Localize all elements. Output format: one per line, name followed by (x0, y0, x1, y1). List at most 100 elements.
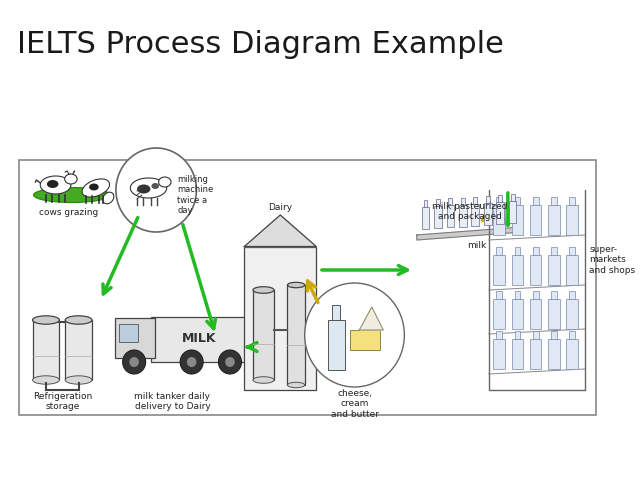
Text: Refrigeration
storage: Refrigeration storage (33, 392, 92, 411)
FancyBboxPatch shape (424, 200, 428, 207)
FancyBboxPatch shape (497, 331, 502, 339)
Ellipse shape (47, 180, 58, 188)
FancyBboxPatch shape (569, 247, 575, 255)
FancyBboxPatch shape (449, 198, 452, 205)
Ellipse shape (40, 176, 71, 194)
Circle shape (116, 148, 196, 232)
Polygon shape (244, 215, 316, 247)
Circle shape (180, 350, 203, 374)
FancyBboxPatch shape (484, 203, 492, 225)
FancyBboxPatch shape (548, 205, 559, 235)
Text: Dairy: Dairy (268, 203, 292, 212)
FancyBboxPatch shape (328, 320, 345, 370)
Text: milk pasteurized
and packaged: milk pasteurized and packaged (432, 202, 508, 221)
Polygon shape (359, 307, 383, 330)
FancyBboxPatch shape (459, 204, 467, 227)
FancyBboxPatch shape (497, 202, 504, 224)
FancyBboxPatch shape (548, 255, 559, 285)
FancyBboxPatch shape (551, 247, 557, 255)
FancyBboxPatch shape (509, 202, 516, 223)
Text: super-
markets
and shops: super- markets and shops (589, 245, 636, 275)
FancyBboxPatch shape (152, 317, 247, 362)
FancyBboxPatch shape (515, 331, 520, 339)
FancyBboxPatch shape (530, 339, 541, 369)
FancyBboxPatch shape (499, 195, 502, 202)
FancyBboxPatch shape (548, 299, 559, 329)
Ellipse shape (137, 184, 150, 193)
FancyBboxPatch shape (532, 247, 538, 255)
Ellipse shape (65, 316, 92, 324)
FancyBboxPatch shape (33, 320, 60, 380)
FancyBboxPatch shape (530, 205, 541, 235)
FancyBboxPatch shape (566, 255, 578, 285)
FancyBboxPatch shape (532, 291, 538, 299)
Circle shape (225, 357, 235, 367)
FancyBboxPatch shape (119, 324, 138, 342)
Ellipse shape (131, 178, 167, 198)
FancyBboxPatch shape (515, 247, 520, 255)
FancyBboxPatch shape (497, 291, 502, 299)
Ellipse shape (103, 192, 114, 204)
FancyBboxPatch shape (551, 291, 557, 299)
FancyBboxPatch shape (512, 299, 523, 329)
FancyBboxPatch shape (349, 330, 380, 350)
Circle shape (187, 357, 196, 367)
FancyBboxPatch shape (566, 205, 578, 235)
Text: IELTS Process Diagram Example: IELTS Process Diagram Example (17, 30, 504, 59)
FancyBboxPatch shape (512, 205, 523, 235)
FancyBboxPatch shape (461, 198, 465, 204)
FancyBboxPatch shape (548, 339, 559, 369)
Ellipse shape (33, 188, 110, 203)
FancyBboxPatch shape (253, 290, 274, 380)
FancyBboxPatch shape (115, 318, 156, 358)
FancyBboxPatch shape (515, 197, 520, 205)
FancyBboxPatch shape (474, 197, 477, 204)
Circle shape (129, 357, 139, 367)
FancyBboxPatch shape (19, 160, 596, 415)
Text: cheese,
cream
and butter: cheese, cream and butter (330, 389, 378, 419)
FancyBboxPatch shape (569, 331, 575, 339)
FancyBboxPatch shape (569, 291, 575, 299)
Ellipse shape (287, 382, 305, 388)
FancyBboxPatch shape (497, 247, 502, 255)
FancyBboxPatch shape (515, 291, 520, 299)
FancyBboxPatch shape (436, 199, 440, 206)
Text: milk tanker daily
delivery to Dairy: milk tanker daily delivery to Dairy (134, 392, 211, 411)
FancyBboxPatch shape (486, 196, 490, 203)
FancyBboxPatch shape (551, 197, 557, 205)
Ellipse shape (159, 177, 171, 187)
Circle shape (305, 283, 404, 387)
Text: MILK: MILK (182, 332, 216, 345)
FancyBboxPatch shape (512, 339, 523, 369)
Ellipse shape (152, 183, 159, 189)
FancyBboxPatch shape (566, 339, 578, 369)
Ellipse shape (253, 377, 274, 384)
Ellipse shape (82, 179, 109, 197)
FancyBboxPatch shape (551, 331, 557, 339)
Text: milk: milk (467, 240, 486, 250)
FancyBboxPatch shape (493, 299, 505, 329)
FancyBboxPatch shape (333, 305, 340, 320)
FancyBboxPatch shape (530, 299, 541, 329)
FancyBboxPatch shape (493, 255, 505, 285)
FancyBboxPatch shape (532, 331, 538, 339)
FancyBboxPatch shape (434, 206, 442, 228)
FancyBboxPatch shape (493, 205, 505, 235)
FancyBboxPatch shape (530, 255, 541, 285)
Text: cows grazing: cows grazing (40, 208, 99, 217)
Circle shape (218, 350, 241, 374)
FancyBboxPatch shape (65, 320, 92, 380)
FancyBboxPatch shape (512, 255, 523, 285)
FancyBboxPatch shape (244, 247, 316, 390)
FancyBboxPatch shape (532, 197, 538, 205)
FancyBboxPatch shape (422, 207, 429, 229)
Ellipse shape (33, 316, 60, 324)
FancyBboxPatch shape (287, 285, 305, 385)
Ellipse shape (253, 287, 274, 293)
FancyBboxPatch shape (569, 197, 575, 205)
FancyBboxPatch shape (511, 194, 515, 202)
Ellipse shape (89, 183, 99, 191)
Ellipse shape (287, 282, 305, 288)
FancyBboxPatch shape (497, 197, 502, 205)
FancyBboxPatch shape (472, 204, 479, 226)
